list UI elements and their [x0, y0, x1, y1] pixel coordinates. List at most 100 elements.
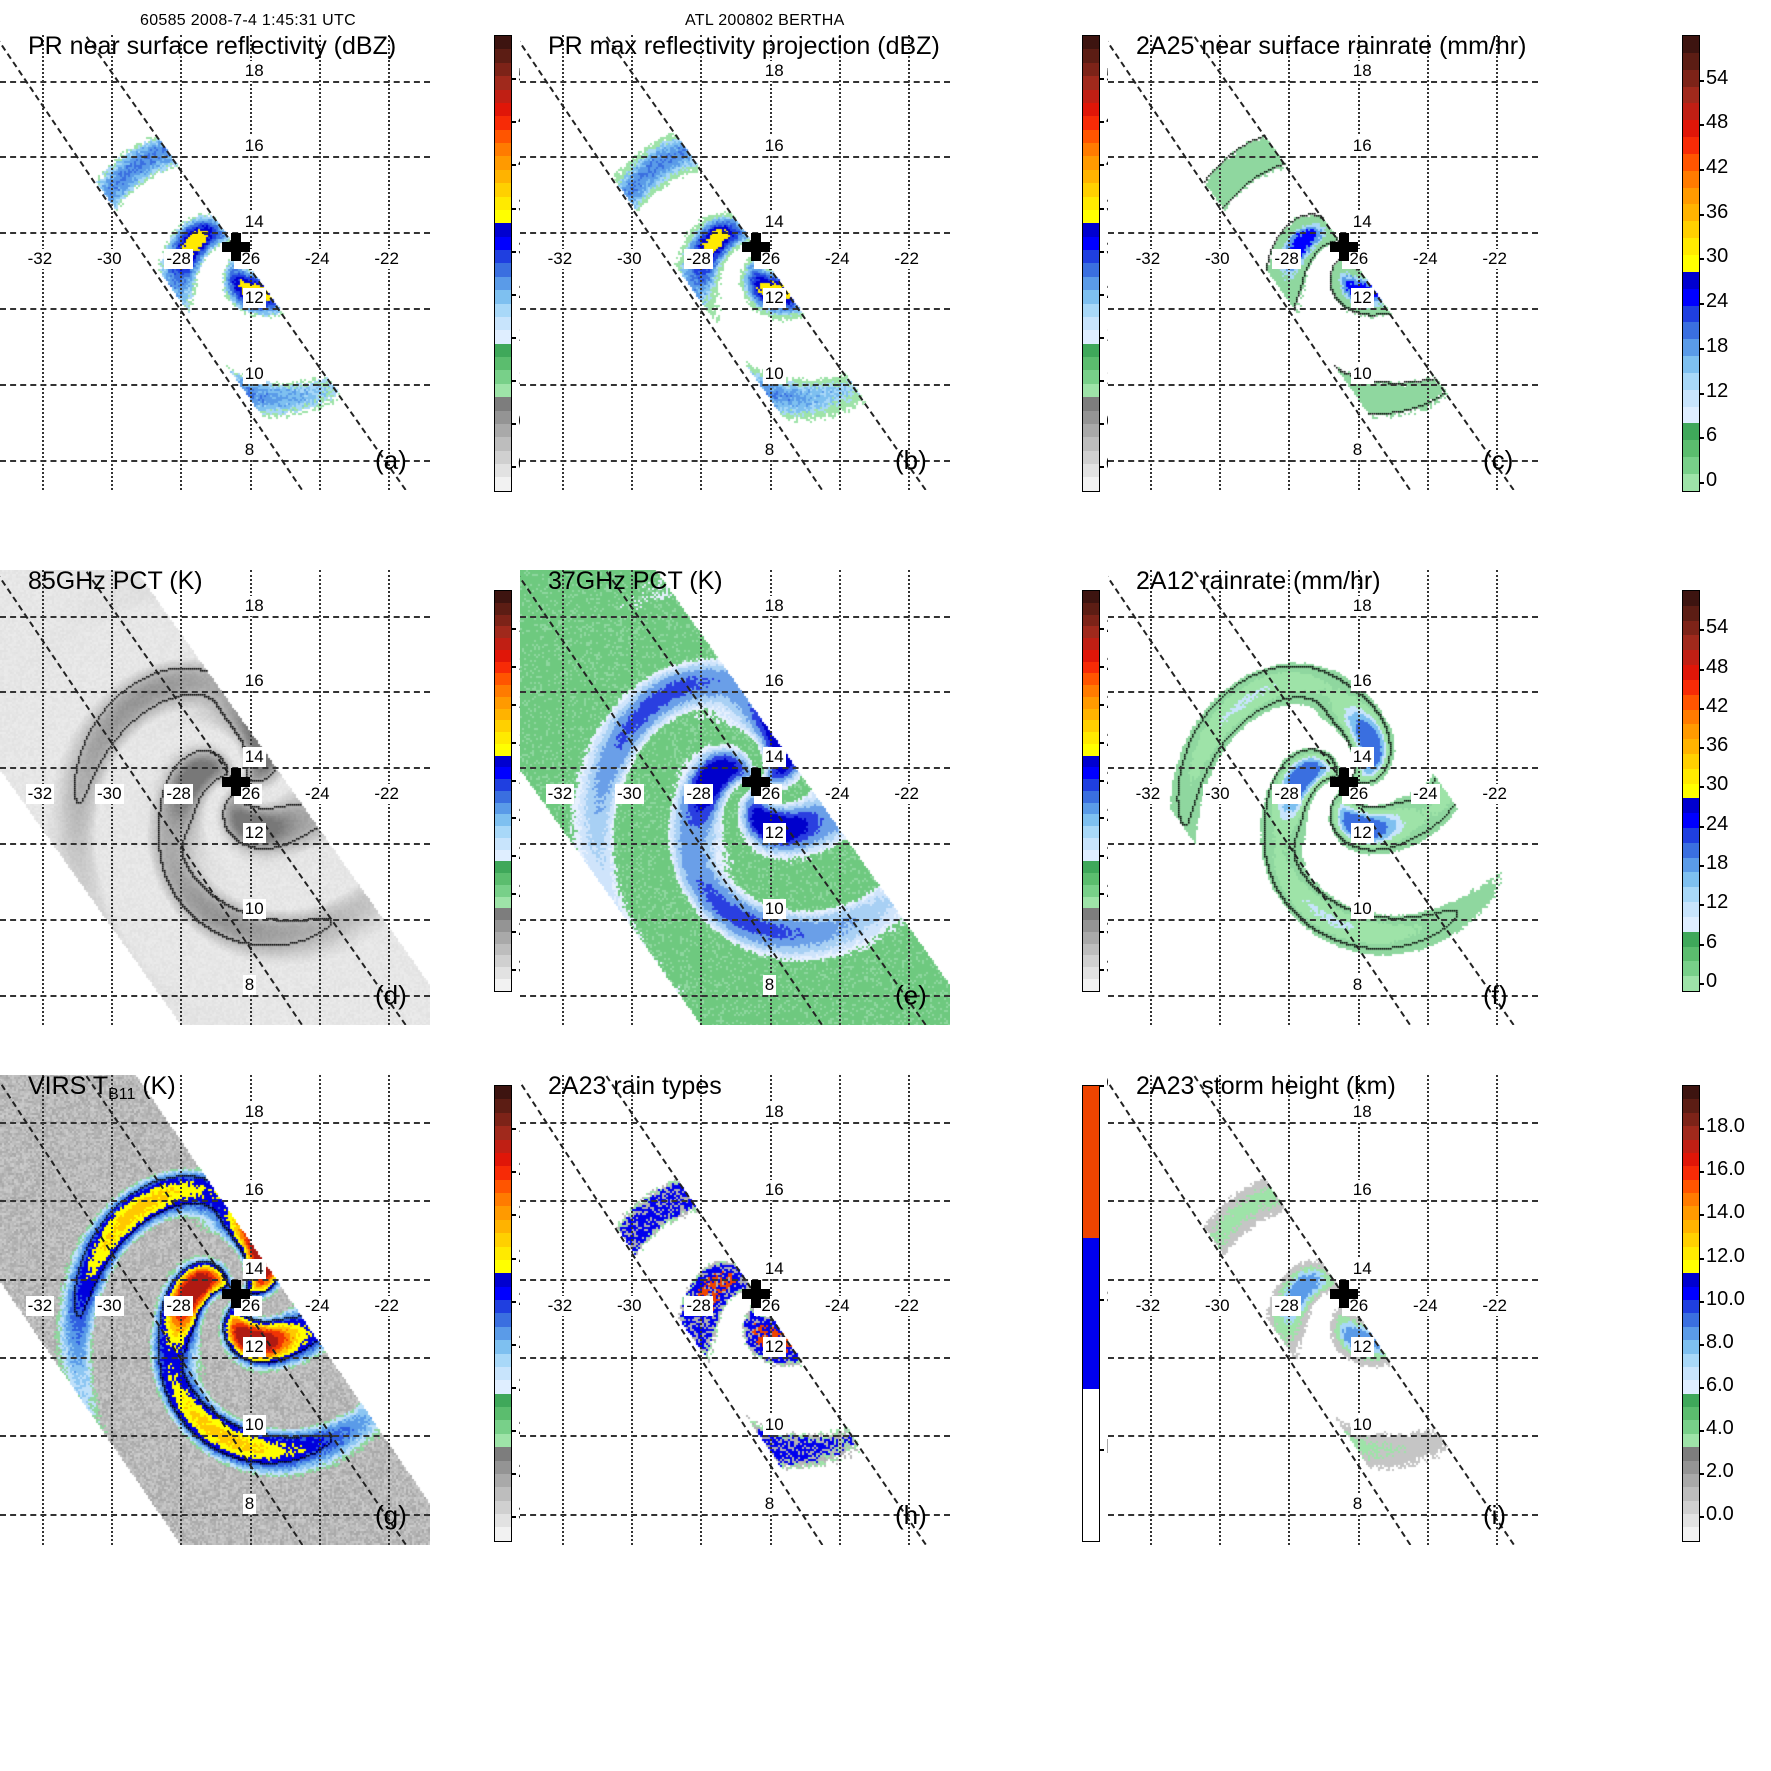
colorbar-segment	[495, 802, 511, 815]
lat-tick-label: 8	[1350, 439, 1365, 460]
colorbar-segment	[1083, 896, 1099, 909]
colorbar-segment	[1683, 902, 1699, 917]
gridline-lat	[0, 1122, 430, 1124]
colorbar-tick	[1098, 1298, 1104, 1301]
lon-tick-label: -22	[1480, 1296, 1509, 1317]
lat-tick-label: 18	[762, 1102, 786, 1122]
lon-tick-label: -32	[545, 1296, 575, 1317]
colorbar-tick-label: 30	[1706, 245, 1729, 268]
lon-tick-label: -28	[164, 1296, 193, 1317]
colorbar-segment	[495, 685, 511, 697]
lat-tick-label: 12	[762, 1337, 786, 1357]
colorbar-segment	[495, 1420, 511, 1434]
lon-tick-label: -30	[1202, 249, 1232, 270]
lon-tick-label: -30	[94, 784, 124, 805]
colorbar-segment	[1683, 976, 1699, 991]
lat-tick-label: 18	[1350, 1102, 1374, 1122]
colorbar-segment	[1683, 356, 1699, 373]
colorbar-segment	[495, 62, 511, 77]
colorbar-segment	[1083, 357, 1099, 371]
colorbar-segment	[495, 1246, 511, 1260]
colorbar-tick-label: 42	[1706, 694, 1729, 717]
colorbar-segment	[1083, 76, 1099, 90]
colorbar-segment	[495, 661, 511, 674]
colorbar-segment	[1683, 828, 1699, 843]
lat-tick-label: 8	[242, 439, 257, 460]
storm-center-marker	[1329, 768, 1358, 797]
lat-tick-label: 16	[762, 1180, 786, 1201]
colorbar-segment	[495, 1179, 511, 1193]
colorbar-segment	[1083, 873, 1099, 885]
lon-tick-label: -32	[1133, 1296, 1163, 1317]
lon-tick-label: -22	[1480, 784, 1509, 805]
colorbar-segment	[1683, 204, 1699, 222]
colorbar-segment	[495, 450, 511, 464]
gridline-lat	[0, 1435, 430, 1438]
colorbar-tick	[1698, 169, 1704, 172]
colorbar-segment	[1083, 450, 1099, 464]
storm-center-marker	[1329, 1280, 1358, 1309]
colorbar-segment	[1683, 694, 1699, 710]
storm-center-marker	[221, 768, 250, 797]
colorbar-segment	[495, 614, 511, 627]
colorbar-segment	[1083, 685, 1099, 697]
colorbar-segment	[1083, 638, 1099, 650]
colorbar-segment	[495, 223, 511, 237]
colorbar-segment	[1683, 798, 1699, 814]
colorbar-segment	[1683, 288, 1699, 306]
colorbar-segment	[1683, 1487, 1699, 1501]
field-raster	[1108, 1075, 1538, 1545]
lon-tick-label: -28	[684, 1296, 713, 1317]
colorbar-segment	[495, 437, 511, 451]
colorbar-segment	[495, 1152, 511, 1167]
colorbar-tick	[1698, 1343, 1704, 1346]
colorbar-segment	[495, 1099, 511, 1113]
lon-tick-label: -22	[372, 1296, 401, 1317]
panel-title: 2A12 rainrate (mm/hr)	[1136, 567, 1381, 595]
colorbar-tick	[1098, 380, 1104, 383]
colorbar-tick	[1698, 79, 1704, 82]
colorbar-tick	[1098, 665, 1104, 668]
colorbar-segment	[1683, 1366, 1699, 1381]
colorbar-segment	[1083, 209, 1099, 224]
lat-tick-label: 8	[762, 1493, 777, 1514]
colorbar-segment	[1083, 708, 1099, 721]
lat-tick-label: 16	[1350, 136, 1374, 157]
colorbar-segment	[1683, 322, 1699, 340]
colorbar-segment	[1083, 316, 1099, 331]
lon-tick-label: -32	[1133, 784, 1163, 805]
colorbar-segment	[1083, 978, 1099, 991]
colorbar-segment	[495, 1527, 511, 1541]
colorbar-segment	[1083, 102, 1099, 117]
colorbar-segment	[495, 263, 511, 277]
colorbar-tick-label: 12.0	[1706, 1244, 1745, 1267]
colorbar-segment	[1083, 591, 1099, 603]
colorbar-segment	[1083, 423, 1099, 438]
colorbar-segment	[1683, 1407, 1699, 1421]
colorbar-tick	[1698, 347, 1704, 350]
colorbar-tick	[510, 1516, 516, 1519]
colorbar-segment	[495, 896, 511, 909]
lon-tick-label: -28	[684, 784, 713, 805]
lat-tick-label: 12	[242, 288, 266, 308]
gridline-lat	[1108, 1122, 1538, 1124]
lat-tick-label: 12	[762, 823, 786, 843]
header-middle: ATL 200802 BERTHA	[685, 12, 845, 29]
colorbar-segment	[495, 129, 511, 143]
lat-tick-label: 12	[1350, 823, 1374, 843]
colorbar-segment	[1083, 884, 1099, 897]
colorbar-segment	[1683, 1527, 1699, 1541]
colorbar-tick	[510, 78, 516, 81]
map-area: -32 -30 -28 -26 -24 -22 18 16 14 12 10 8	[1108, 570, 1538, 1025]
lat-tick-label: 16	[1350, 1180, 1374, 1201]
colorbar-tick-label: 18.0	[1706, 1115, 1745, 1138]
gridline-lat	[0, 1513, 430, 1516]
field-raster	[0, 35, 430, 490]
colorbar-tick	[1098, 931, 1104, 934]
lon-tick-label: -24	[303, 1296, 332, 1317]
lat-tick-label: 14	[1350, 1258, 1374, 1279]
lon-tick-label: -24	[823, 249, 852, 270]
lat-tick-label: 12	[1350, 288, 1374, 308]
colorbar-tick-label: 48	[1706, 111, 1729, 134]
